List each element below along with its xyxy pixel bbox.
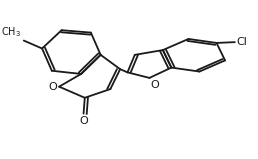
Text: O: O: [151, 80, 159, 90]
Text: CH$_3$: CH$_3$: [1, 25, 21, 39]
Text: O: O: [49, 83, 58, 92]
Text: Cl: Cl: [236, 37, 247, 47]
Text: O: O: [79, 116, 88, 126]
